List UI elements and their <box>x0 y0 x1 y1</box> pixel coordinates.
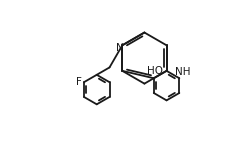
Text: HO: HO <box>148 66 164 76</box>
Text: N: N <box>116 43 124 53</box>
Text: F: F <box>76 77 81 87</box>
Text: NH: NH <box>175 67 190 77</box>
